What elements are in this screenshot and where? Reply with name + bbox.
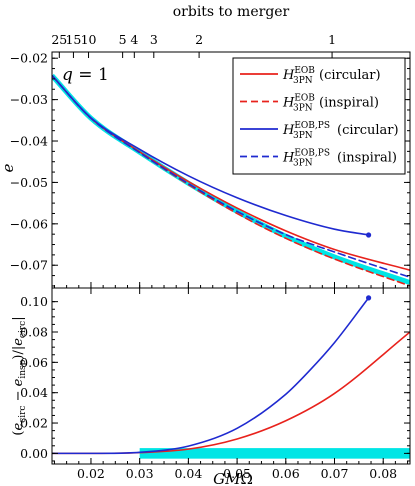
orbit-tick-label: 1 [328, 32, 336, 47]
orbit-tick-label: 10 [81, 32, 97, 47]
bottom-xtick-label: 0.05 [223, 466, 251, 481]
top-ytick-label: −0.05 [10, 175, 48, 190]
top-panel-ylabel: e [0, 163, 17, 172]
bottom-ytick-label: 0.10 [20, 294, 48, 309]
bottom-xtick-label: 0.08 [369, 466, 397, 481]
bottom-ytick-label: 0.06 [20, 355, 48, 370]
top-ytick-label: −0.04 [10, 134, 48, 149]
bottom-panel-frame [51, 287, 411, 465]
bottom-xtick-label: 0.02 [77, 466, 105, 481]
series-blue_diff-line [52, 297, 370, 455]
bottom-panel-xlabel: GMΩ [213, 470, 253, 486]
endpoint-marker-top [365, 232, 372, 238]
bottom-ytick-label: 0.02 [20, 416, 48, 431]
orbit-tick-label: 25 [51, 32, 67, 47]
legend-box [232, 57, 406, 175]
bottom-xtick-label: 0.04 [174, 466, 202, 481]
legend-entry-label: HEOB,PS 3PN (circular) [282, 121, 399, 141]
legend: HEOB 3PN (circular) HEOB 3PN (inspiral) HEOB,P… [232, 57, 406, 175]
orbit-tick-label: 2 [195, 32, 203, 47]
orbit-tick-label: 5 [119, 32, 127, 47]
orbit-tick-label: 3 [150, 32, 158, 47]
legend-entry-label: HEOB 3PN (circular) [282, 66, 381, 86]
top-ytick-label: −0.03 [10, 92, 48, 107]
bottom-xtick-label: 0.06 [272, 466, 300, 481]
q-annotation: q = 1 [62, 65, 109, 85]
top-ytick-label: −0.02 [10, 51, 48, 66]
bottom-ytick-label: 0.00 [20, 446, 48, 461]
orbit-tick-label: 15 [65, 32, 81, 47]
bottom-panel-ylabel: (ecirc − einsp)/|ecirc| [11, 316, 28, 435]
series-red_diff-line [52, 331, 410, 455]
top-axis-label: orbits to merger [173, 4, 290, 20]
legend-entry-label: HEOB,PS 3PN (inspiral) [282, 149, 397, 169]
cyan-band [139, 448, 410, 459]
top-ytick-label: −0.07 [10, 258, 48, 273]
orbit-tick-label: 4 [130, 32, 138, 47]
top-ytick-label: −0.06 [10, 216, 48, 231]
bottom-ytick-label: 0.04 [20, 385, 48, 400]
bottom-xtick-label: 0.03 [126, 466, 154, 481]
bottom-ytick-label: 0.08 [20, 325, 48, 340]
series-blue_circ-line [52, 74, 370, 236]
endpoint-marker-bottom [365, 295, 372, 301]
series-blue_insp-line [52, 74, 410, 279]
legend-entry-label: HEOB 3PN (inspiral) [282, 94, 379, 114]
bottom-xtick-label: 0.07 [321, 466, 349, 481]
